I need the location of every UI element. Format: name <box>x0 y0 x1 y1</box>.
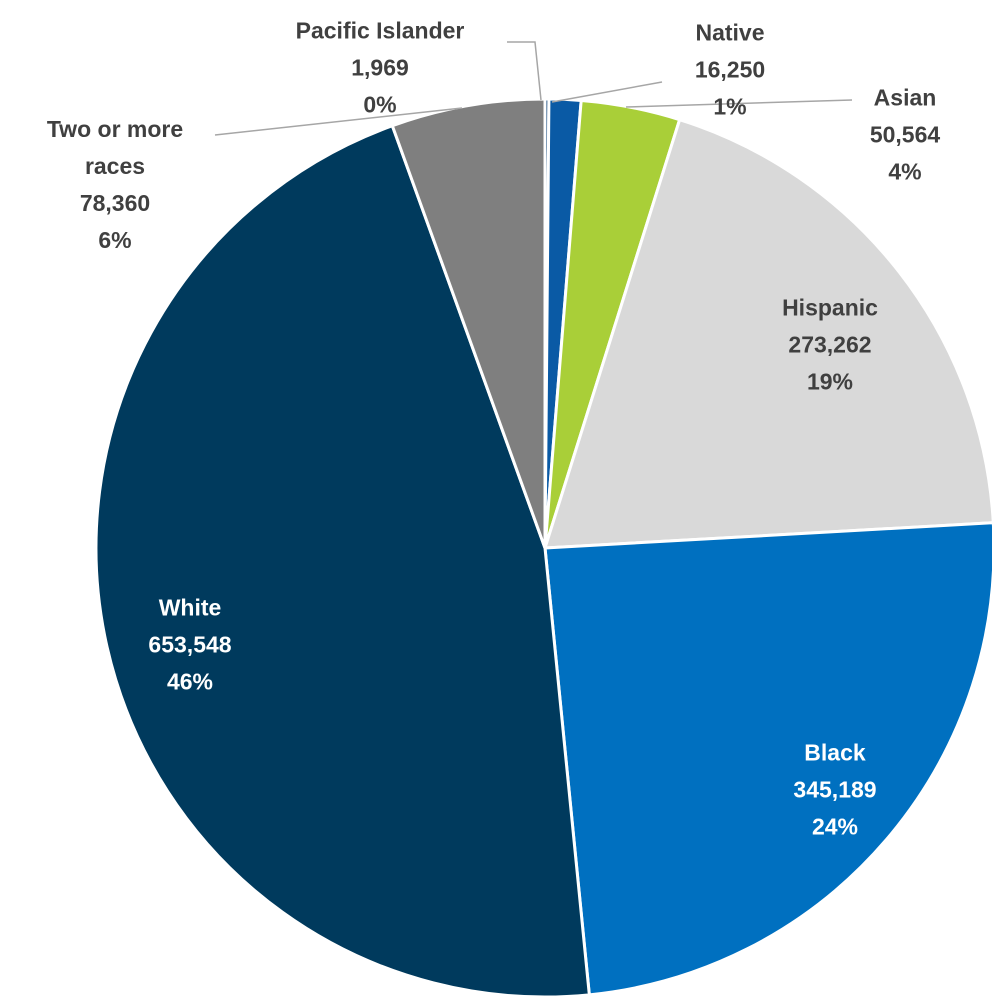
percent-label: 24% <box>811 813 859 840</box>
slice-label: Black 345,189 24% <box>793 735 876 846</box>
value-label: 1,969 <box>351 54 409 81</box>
value-label: 16,250 <box>694 56 766 83</box>
percent-label: 6% <box>98 227 132 253</box>
category-label: White <box>158 594 222 621</box>
slices <box>94 97 992 998</box>
value-label: 50,564 <box>869 121 941 148</box>
percent-label: 46% <box>166 668 214 695</box>
percent-label: 1% <box>713 93 747 120</box>
value-label: 78,360 <box>79 190 151 216</box>
category-label: Asian <box>873 84 937 111</box>
category-label: Black <box>804 739 866 766</box>
value-label: 653,548 <box>148 631 232 658</box>
category-label: Pacific Islander <box>295 17 465 44</box>
leader-line <box>625 99 853 108</box>
slice-label: Two or more races 78,360 6% <box>30 111 200 259</box>
percent-label: 19% <box>806 368 854 395</box>
slice-label: Pacific Islander 1,969 0% <box>296 13 465 124</box>
percent-label: 0% <box>363 91 397 118</box>
slice-label: Asian 50,564 4% <box>870 80 940 191</box>
slice-label: Hispanic 273,262 19% <box>782 290 878 401</box>
slice <box>94 123 591 998</box>
slice-label: White 653,548 46% <box>148 590 231 701</box>
leader-line <box>551 81 663 103</box>
value-label: 345,189 <box>793 776 877 803</box>
category-label: Hispanic <box>782 294 878 321</box>
leader-line <box>507 41 542 101</box>
category-label: Native <box>695 19 765 46</box>
value-label: 273,262 <box>788 331 872 358</box>
percent-label: 4% <box>888 158 922 185</box>
slice <box>542 117 992 550</box>
slice <box>390 97 547 549</box>
leader-lines <box>214 41 853 136</box>
slice <box>543 521 992 997</box>
category-label: Two or more races <box>46 116 184 179</box>
leader-line <box>214 107 463 136</box>
slice-label: Native 16,250 1% <box>695 15 765 126</box>
